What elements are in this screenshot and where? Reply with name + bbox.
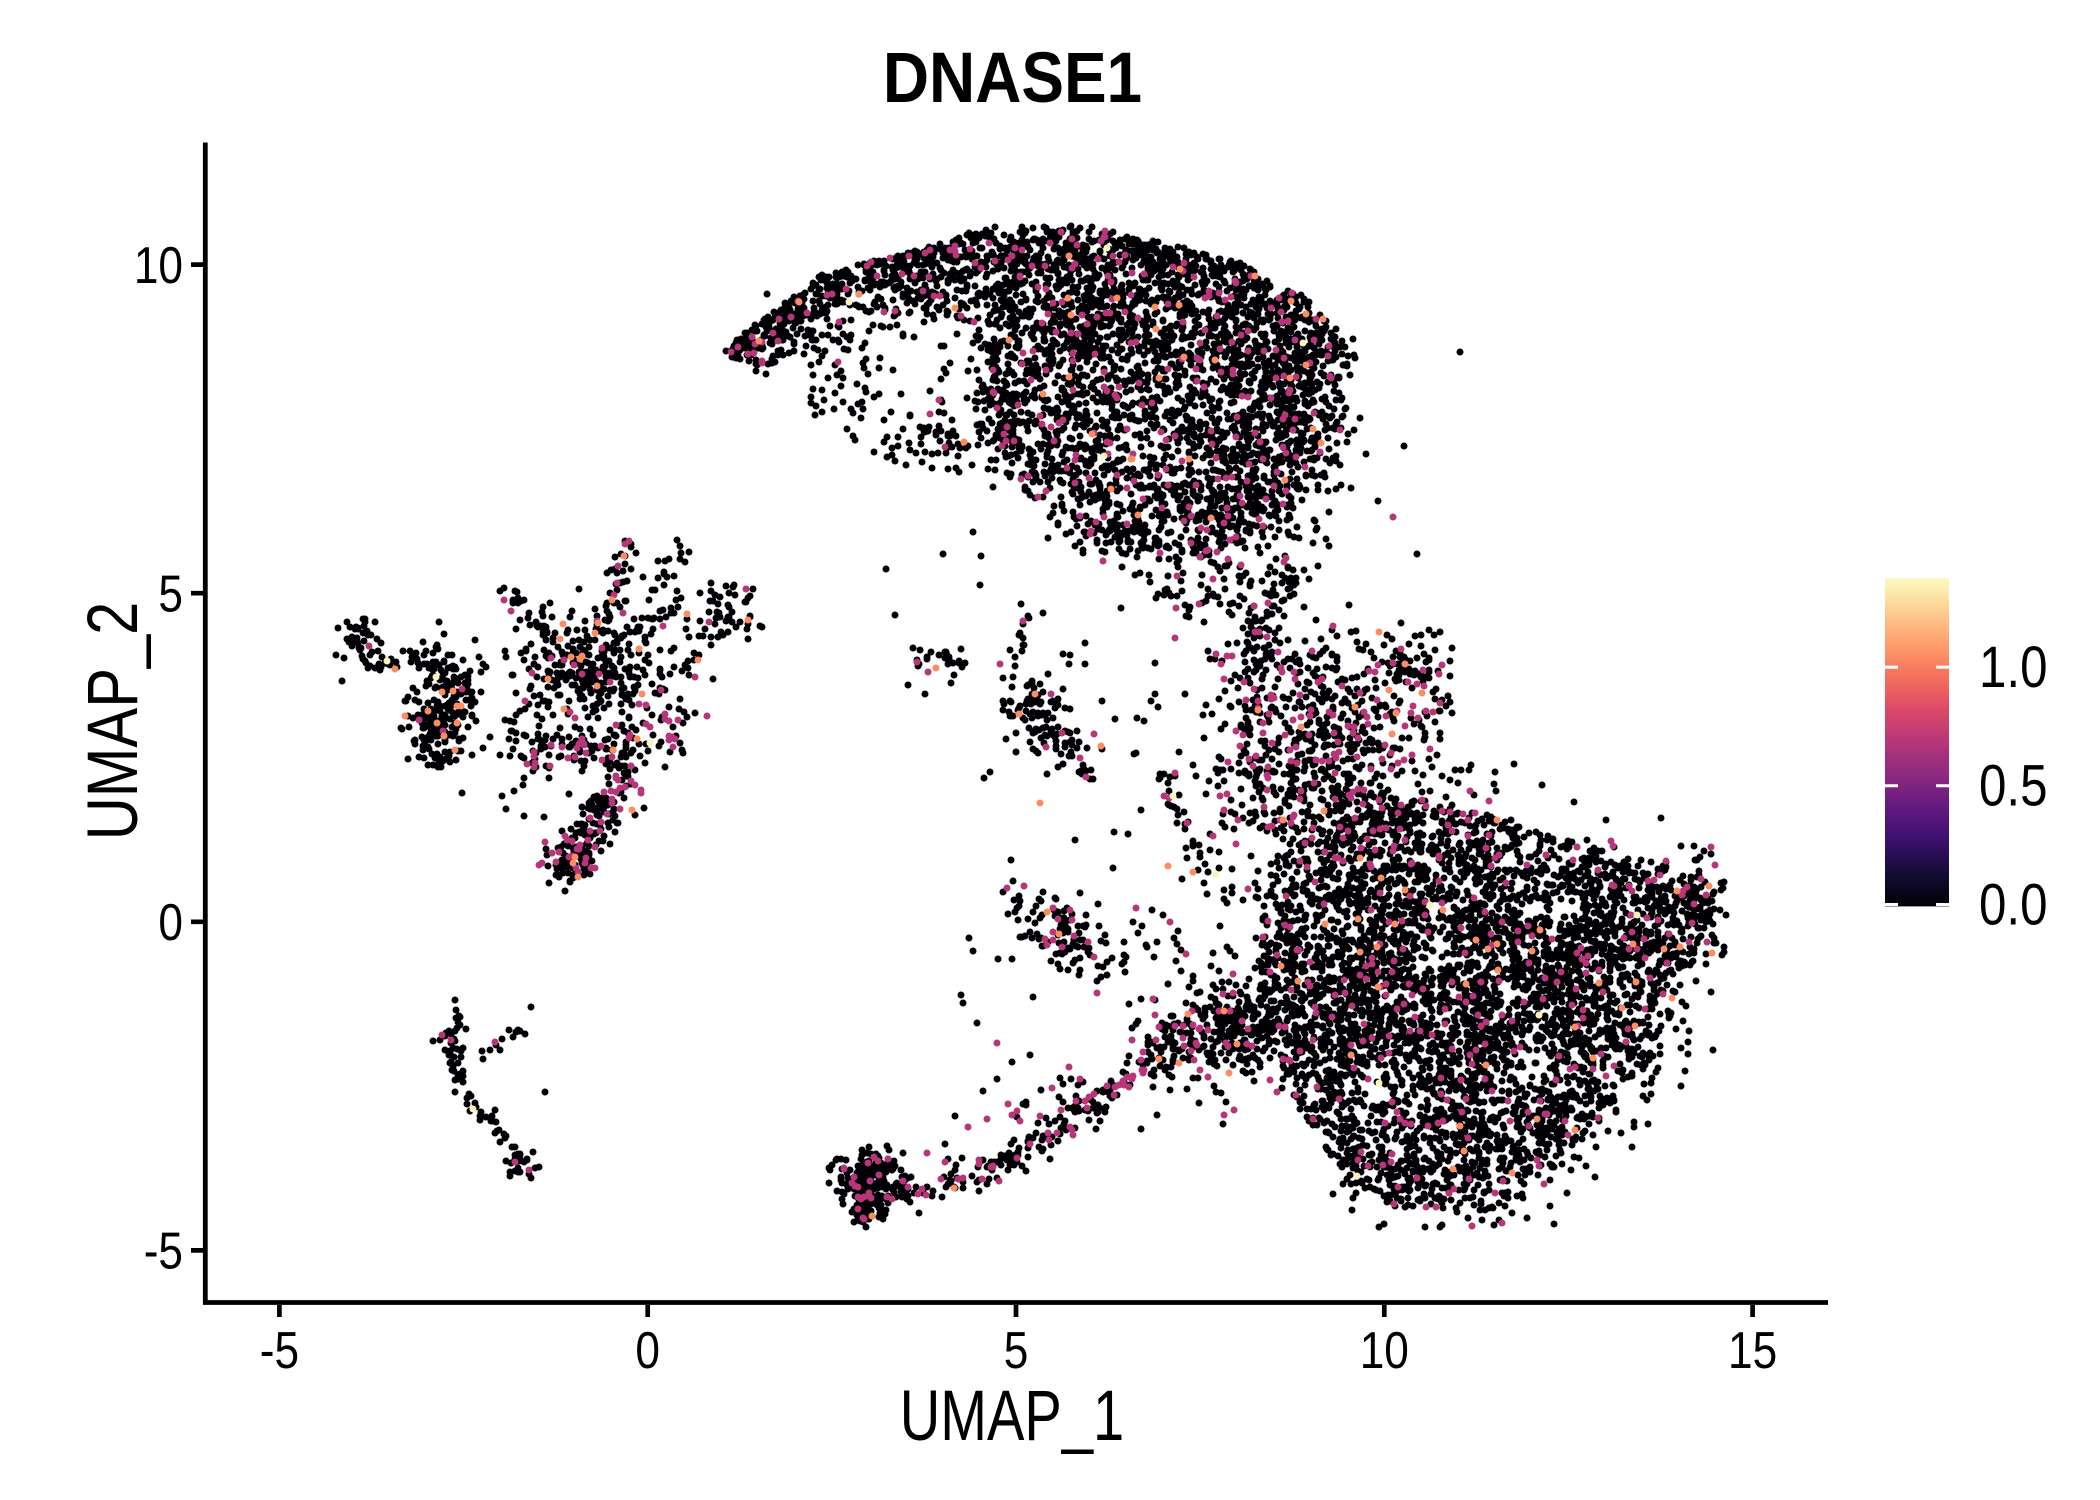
svg-text:-5: -5 (144, 1222, 183, 1280)
svg-text:0.5: 0.5 (1979, 754, 2048, 819)
svg-text:0.0: 0.0 (1979, 873, 2048, 938)
svg-text:DNASE1: DNASE1 (883, 39, 1142, 118)
svg-text:15: 15 (1728, 1322, 1777, 1380)
svg-text:UMAP_2: UMAP_2 (73, 602, 152, 841)
svg-text:10: 10 (134, 236, 183, 294)
svg-text:10: 10 (1360, 1322, 1409, 1380)
svg-text:-5: -5 (260, 1322, 299, 1380)
svg-text:0: 0 (635, 1322, 660, 1380)
svg-text:0: 0 (158, 894, 183, 952)
svg-text:5: 5 (1004, 1322, 1029, 1380)
svg-text:5: 5 (158, 565, 183, 623)
svg-text:UMAP_1: UMAP_1 (900, 1376, 1124, 1456)
svg-text:1.0: 1.0 (1979, 635, 2048, 700)
